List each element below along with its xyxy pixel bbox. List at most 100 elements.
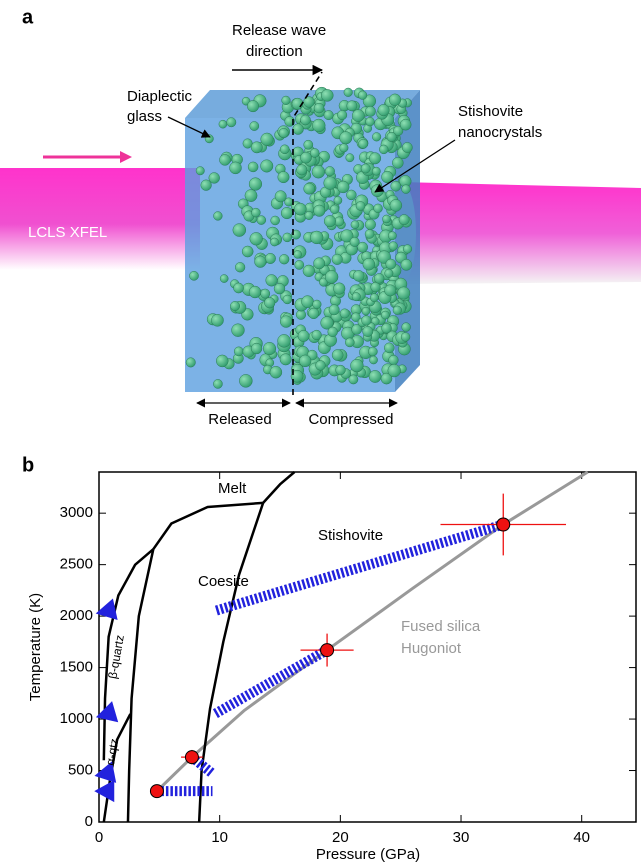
nanocrystal: [264, 253, 276, 264]
nanocrystal: [274, 190, 287, 203]
nanocrystal: [339, 131, 353, 145]
nanocrystal: [329, 204, 340, 214]
glass-pointer: [167, 116, 211, 138]
beam-arrowhead: [120, 151, 132, 163]
nanocrystal: [260, 159, 274, 173]
y-tick-label: 1500: [60, 659, 93, 676]
nanocrystal: [260, 132, 274, 146]
release-arrowhead: [95, 598, 118, 621]
nanocrystal: [311, 329, 322, 341]
nanocrystal: [399, 118, 412, 131]
beam-right: [392, 182, 641, 284]
nanocrystal: [233, 346, 244, 357]
nanocrystals: [185, 86, 413, 389]
nanocrystal: [313, 257, 326, 270]
nanocrystal: [216, 354, 229, 368]
nanocrystal: [362, 326, 374, 337]
nanocrystal: [282, 232, 292, 243]
glass-label: glass: [127, 108, 162, 125]
nanocrystal: [251, 207, 261, 218]
nanocrystal: [249, 232, 263, 246]
nanocrystal: [324, 166, 335, 177]
nanocrystal: [281, 95, 291, 105]
nanocrystal: [351, 292, 361, 302]
stishovite-pointer: [374, 139, 456, 193]
nanocrystal: [300, 151, 312, 164]
y-tick-label: 2000: [60, 607, 93, 624]
nanocrystal: [401, 142, 413, 153]
nanocrystal: [362, 257, 376, 271]
nanocrystal: [382, 214, 391, 224]
nanocrystal: [388, 354, 399, 366]
panel-a: a LCLS XFEL Release wave direction Diapl…: [0, 6, 641, 428]
nanocrystal: [279, 315, 293, 328]
nanocrystal: [270, 215, 280, 226]
hugoniot-line: [155, 470, 589, 793]
nanocrystal: [372, 132, 382, 142]
compressed-label: Compressed: [308, 411, 393, 428]
nanocrystal: [312, 299, 322, 309]
nanocrystal: [301, 295, 314, 308]
nanocrystal: [256, 215, 267, 225]
phase-boundary: [197, 502, 265, 823]
release-path: [213, 519, 505, 616]
nanocrystal: [349, 236, 360, 247]
nanocrystal: [361, 306, 371, 316]
nanocrystal: [313, 102, 325, 114]
nanocrystal: [208, 172, 220, 184]
nanocrystal: [370, 282, 381, 293]
x-axis-title: Pressure (GPa): [316, 846, 420, 863]
y-tick-label: 1000: [60, 710, 93, 727]
nanocrystal: [350, 220, 360, 230]
nanocrystal: [333, 282, 346, 295]
nanocrystal: [369, 152, 382, 165]
nanocrystal: [213, 379, 223, 389]
x-tick-label: 20: [332, 829, 349, 846]
nanocrystal: [351, 109, 365, 122]
nanocrystal: [211, 313, 224, 327]
nanocrystal: [290, 369, 304, 383]
phase-boundary: [126, 548, 155, 823]
nanocrystal: [358, 138, 369, 149]
nanocrystal: [373, 203, 383, 214]
panel-b: b Pressure (GPa) Temperature (K) 0 10 20 30…: [22, 454, 637, 863]
release-arrowhead: [95, 701, 119, 723]
nanocrystal: [343, 87, 353, 97]
release-label: Release wave: [232, 22, 326, 39]
nanocrystal: [377, 104, 390, 117]
nanocrystal: [231, 323, 245, 337]
stishovite-label: Stishovite: [458, 103, 523, 120]
annotation: α-qtz: [103, 737, 121, 766]
nanocrystal: [323, 176, 337, 190]
nanocrystal: [350, 358, 364, 373]
nanocrystal: [345, 337, 355, 348]
nanocrystal: [309, 148, 320, 158]
release-path: [212, 645, 330, 719]
nanocrystal: [189, 270, 199, 281]
nanocrystal: [247, 161, 259, 173]
panel-label: a: [22, 6, 34, 28]
nanocrystal: [397, 286, 411, 300]
released-label: Released: [208, 411, 271, 428]
nanocrystal: [357, 241, 368, 253]
nanocrystal: [247, 100, 260, 113]
x-tick-label: 0: [95, 829, 103, 846]
nanocrystal: [282, 294, 293, 305]
nanocrystal: [369, 355, 378, 365]
nanocrystal: [260, 288, 271, 299]
x-tick-label: 10: [211, 829, 228, 846]
nanocrystal: [355, 201, 366, 211]
nanocrystal: [384, 284, 397, 297]
nanocrystal: [219, 274, 229, 283]
nanocrystal: [302, 264, 315, 277]
y-tick-label: 3000: [60, 504, 93, 521]
nanocrystal: [232, 223, 247, 237]
data-point: [184, 750, 199, 765]
nanocrystal: [331, 253, 343, 265]
glass-label: Diaplectic: [127, 88, 193, 105]
nanocrystal: [387, 363, 401, 378]
nanocrystal: [327, 326, 338, 337]
y-axis-title: Temperature (K): [27, 593, 44, 701]
annotation: Coesite: [198, 573, 249, 590]
nanocrystal: [298, 354, 312, 368]
